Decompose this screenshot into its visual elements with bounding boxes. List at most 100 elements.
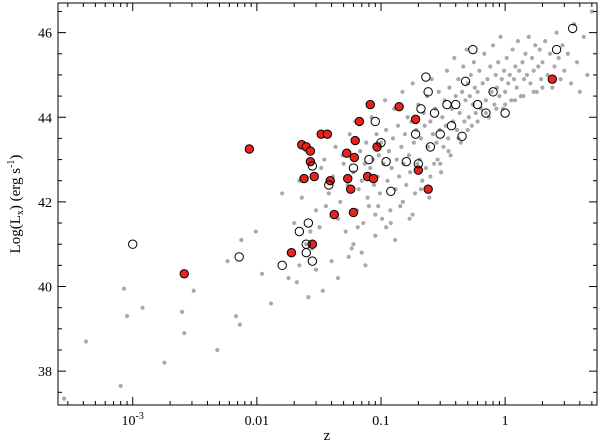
data-point (438, 161, 443, 166)
data-point (306, 294, 311, 300)
data-point (523, 51, 528, 56)
data-point (552, 64, 557, 69)
highlight-point (244, 144, 255, 154)
data-point (428, 119, 433, 124)
data-point (421, 110, 426, 116)
data-point (373, 233, 378, 238)
data-point (486, 115, 491, 120)
data-point (317, 225, 322, 230)
data-point (338, 199, 343, 204)
data-point (237, 322, 242, 327)
data-point (383, 98, 388, 103)
data-point (499, 77, 504, 82)
data-point (562, 68, 567, 73)
data-point (446, 136, 451, 141)
data-point (351, 242, 356, 247)
data-point (402, 132, 408, 137)
data-point (389, 165, 394, 171)
data-point (475, 119, 480, 124)
data-point (511, 77, 517, 82)
data-point (574, 60, 580, 65)
data-point (531, 68, 536, 73)
data-point (444, 68, 450, 73)
data-point (493, 72, 498, 78)
data-point (364, 140, 369, 145)
data-point (313, 208, 319, 213)
data-point (393, 237, 398, 243)
data-point (517, 68, 522, 73)
open-point (277, 260, 287, 271)
data-point (363, 263, 368, 268)
data-point (529, 55, 535, 61)
data-point (304, 242, 309, 247)
data-point (458, 140, 463, 145)
open-point (307, 256, 318, 266)
data-point (329, 259, 334, 264)
data-point (346, 254, 351, 259)
data-point (512, 98, 518, 103)
highlight-point (322, 129, 333, 139)
data-point (554, 30, 559, 35)
data-point (524, 72, 530, 78)
data-point (526, 34, 531, 39)
data-point (400, 199, 405, 204)
highlight-point (342, 148, 352, 158)
data-point (489, 89, 494, 94)
data-point (62, 396, 67, 401)
data-point (558, 77, 563, 82)
data-point (361, 220, 366, 226)
data-point (494, 85, 500, 90)
data-point (468, 72, 473, 78)
data-point (410, 81, 415, 86)
data-point (531, 89, 536, 94)
highlight-point (394, 101, 404, 112)
data-point (507, 72, 512, 78)
data-point (253, 229, 258, 234)
data-point (411, 140, 416, 145)
data-point (430, 132, 436, 137)
open-point (307, 161, 318, 171)
data-point (436, 89, 441, 94)
data-point (509, 98, 514, 103)
data-point (565, 51, 570, 56)
data-point (423, 165, 428, 171)
data-point (528, 81, 533, 86)
data-point (448, 153, 453, 158)
open-point (416, 104, 426, 114)
data-point (366, 204, 372, 209)
open-point (301, 247, 311, 258)
data-point (297, 263, 302, 268)
x-tick-label: 0.01 (245, 414, 270, 429)
data-point (427, 195, 432, 200)
data-point (473, 110, 478, 116)
data-point (477, 68, 482, 73)
data-point (121, 286, 127, 291)
data-point (539, 77, 544, 82)
data-point (542, 38, 548, 44)
data-point (443, 123, 448, 128)
data-point (534, 89, 539, 94)
open-point (128, 239, 138, 249)
data-point (308, 229, 313, 234)
data-point (418, 136, 424, 141)
open-point (381, 156, 391, 167)
data-point (416, 102, 421, 107)
data-point (540, 85, 545, 90)
ticks-layer: 38 40 42 44 46 10-3 0.01 0.1 1 (38, 3, 597, 429)
data-point (501, 68, 507, 73)
data-point (191, 288, 196, 293)
x-axis-label: z (324, 428, 331, 444)
data-point (140, 305, 145, 310)
open-point (468, 44, 478, 55)
data-point (498, 34, 503, 39)
data-point (503, 102, 508, 107)
plot-frame (57, 2, 598, 406)
data-point (581, 34, 586, 39)
data-point (359, 178, 364, 183)
data-point (471, 60, 476, 65)
highlight-point (348, 207, 359, 218)
open-point (457, 131, 467, 141)
data-point (384, 225, 389, 230)
data-point (268, 301, 274, 306)
data-point (225, 259, 230, 264)
